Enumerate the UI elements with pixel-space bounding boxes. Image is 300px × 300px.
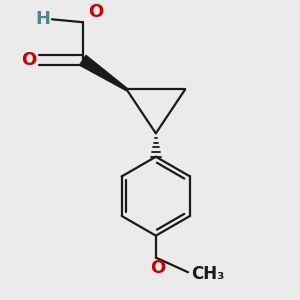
Polygon shape xyxy=(80,56,127,90)
Text: CH₃: CH₃ xyxy=(191,265,225,283)
Text: O: O xyxy=(21,51,36,69)
Text: O: O xyxy=(150,259,165,277)
Text: H: H xyxy=(36,10,51,28)
Text: O: O xyxy=(88,3,104,21)
